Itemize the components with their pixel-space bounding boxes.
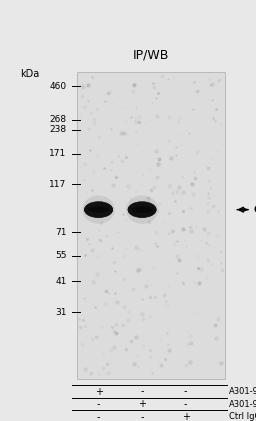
Bar bbox=[77, 72, 225, 379]
Text: 71: 71 bbox=[55, 228, 67, 237]
Text: -: - bbox=[184, 386, 187, 397]
Ellipse shape bbox=[85, 205, 112, 215]
Text: 268: 268 bbox=[49, 115, 67, 125]
Ellipse shape bbox=[128, 202, 156, 218]
Text: A301-919A: A301-919A bbox=[229, 387, 256, 396]
Ellipse shape bbox=[132, 207, 152, 213]
Text: 31: 31 bbox=[55, 308, 67, 317]
Ellipse shape bbox=[84, 203, 113, 216]
Text: GCF: GCF bbox=[253, 205, 256, 215]
Ellipse shape bbox=[85, 203, 112, 216]
Ellipse shape bbox=[88, 207, 109, 213]
Ellipse shape bbox=[85, 205, 112, 214]
Text: -: - bbox=[97, 399, 100, 409]
Ellipse shape bbox=[84, 202, 113, 218]
Text: kDa: kDa bbox=[20, 69, 40, 80]
Ellipse shape bbox=[129, 206, 155, 213]
Ellipse shape bbox=[128, 203, 156, 216]
Text: -: - bbox=[140, 386, 144, 397]
Text: IP/WB: IP/WB bbox=[133, 48, 169, 61]
Ellipse shape bbox=[85, 205, 112, 215]
Ellipse shape bbox=[84, 203, 113, 217]
Ellipse shape bbox=[85, 204, 112, 216]
Ellipse shape bbox=[85, 205, 112, 214]
Ellipse shape bbox=[84, 202, 113, 217]
Ellipse shape bbox=[85, 203, 112, 216]
Text: 238: 238 bbox=[49, 125, 67, 134]
Ellipse shape bbox=[126, 195, 158, 224]
Ellipse shape bbox=[128, 202, 156, 217]
Ellipse shape bbox=[129, 204, 156, 215]
Ellipse shape bbox=[85, 204, 112, 215]
Text: 117: 117 bbox=[49, 180, 67, 189]
Text: 41: 41 bbox=[55, 277, 67, 286]
Text: +: + bbox=[182, 412, 190, 421]
Ellipse shape bbox=[129, 206, 155, 213]
Ellipse shape bbox=[128, 203, 156, 217]
Ellipse shape bbox=[129, 205, 155, 214]
Text: 55: 55 bbox=[55, 251, 67, 261]
Ellipse shape bbox=[84, 201, 113, 218]
Ellipse shape bbox=[129, 205, 156, 215]
Text: 171: 171 bbox=[49, 149, 67, 158]
Ellipse shape bbox=[128, 204, 156, 216]
Ellipse shape bbox=[84, 203, 113, 217]
Ellipse shape bbox=[86, 206, 112, 213]
Ellipse shape bbox=[82, 195, 115, 224]
Ellipse shape bbox=[129, 205, 155, 214]
Text: -: - bbox=[97, 412, 100, 421]
Ellipse shape bbox=[128, 203, 156, 216]
Ellipse shape bbox=[128, 203, 156, 217]
Text: 460: 460 bbox=[49, 82, 67, 91]
Text: +: + bbox=[138, 399, 146, 409]
Text: +: + bbox=[94, 386, 103, 397]
Ellipse shape bbox=[86, 206, 112, 213]
Ellipse shape bbox=[85, 204, 112, 216]
Ellipse shape bbox=[129, 205, 156, 215]
Ellipse shape bbox=[129, 205, 155, 214]
Ellipse shape bbox=[129, 204, 156, 216]
Ellipse shape bbox=[85, 205, 112, 214]
Ellipse shape bbox=[128, 201, 156, 218]
Ellipse shape bbox=[84, 202, 113, 218]
Text: Ctrl IgG: Ctrl IgG bbox=[229, 412, 256, 421]
Ellipse shape bbox=[128, 203, 156, 216]
Text: -: - bbox=[140, 412, 144, 421]
Text: A301-920A: A301-920A bbox=[229, 400, 256, 409]
Text: -: - bbox=[184, 399, 187, 409]
Ellipse shape bbox=[128, 202, 156, 218]
